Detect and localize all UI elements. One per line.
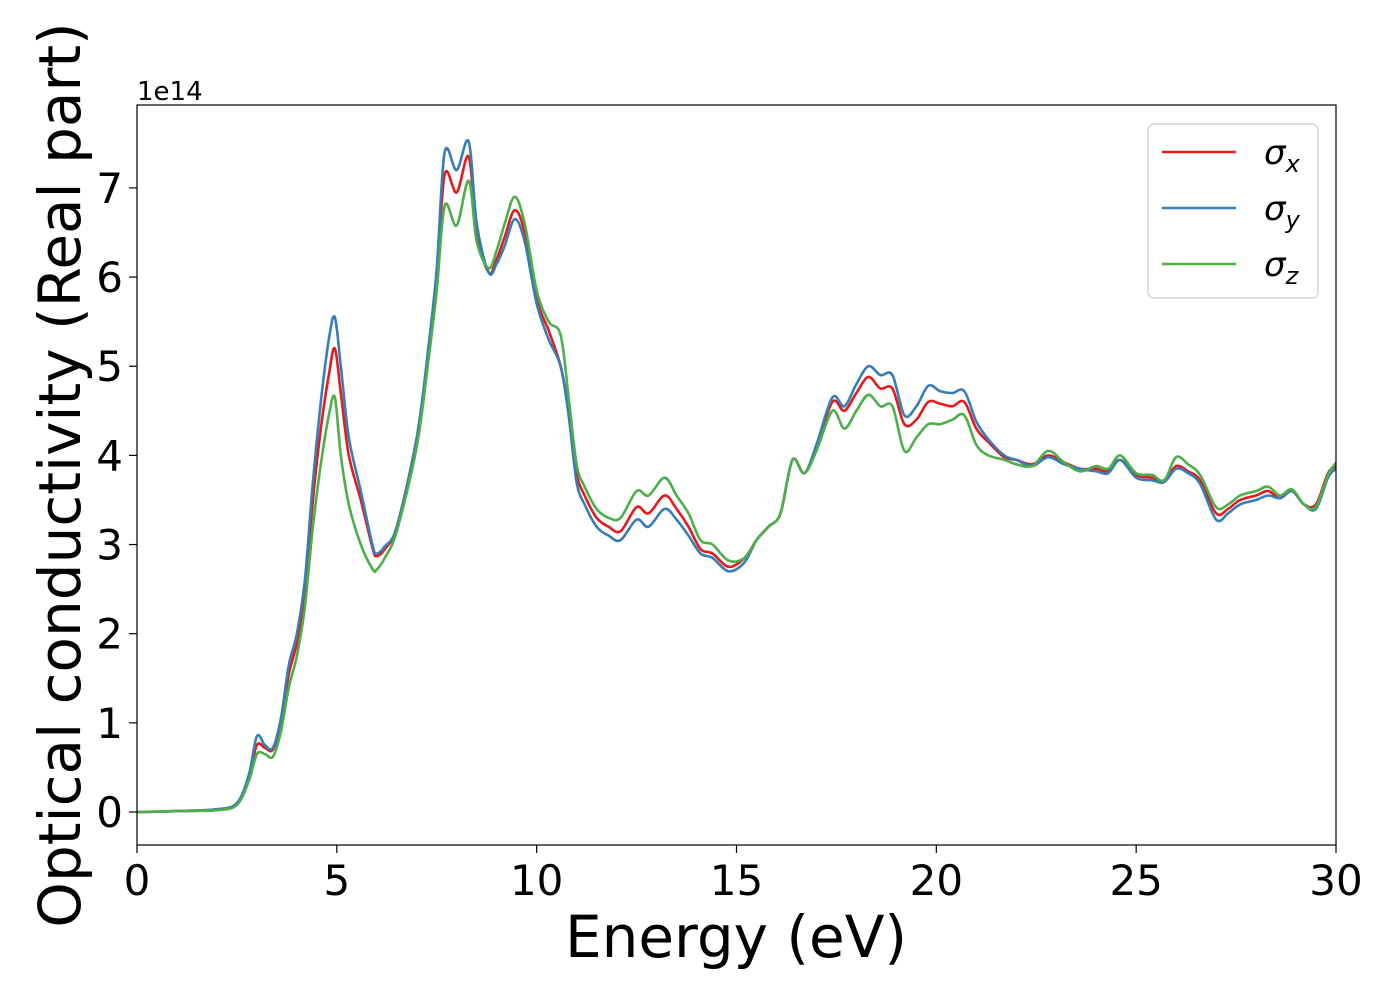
y-tick-label: 0 bbox=[96, 788, 123, 837]
y-tick-label: 4 bbox=[96, 431, 123, 480]
series-layer bbox=[137, 138, 1336, 814]
y-offset-label: 1e14 bbox=[137, 77, 203, 107]
legend-label-x: σx bbox=[1264, 133, 1301, 178]
y-axis-label: Optical conductivity (Real part) bbox=[26, 22, 94, 927]
x-axis-label: Energy (eV) bbox=[565, 903, 907, 971]
x-tick-label: 15 bbox=[710, 856, 763, 905]
x-tick-label: 20 bbox=[910, 856, 963, 905]
y-tick-label: 7 bbox=[96, 164, 123, 213]
y-tick-label: 6 bbox=[96, 253, 123, 302]
y-tick-label: 2 bbox=[96, 610, 123, 659]
x-tick-label: 10 bbox=[510, 856, 563, 905]
x-axis-ticks: 0 5 10 15 20 25 30 bbox=[124, 845, 1363, 905]
series-line-y bbox=[137, 138, 1336, 814]
legend-label-y: σy bbox=[1264, 189, 1301, 234]
y-axis-ticks: 0 1 2 3 4 5 6 7 bbox=[96, 164, 137, 837]
x-tick-label: 25 bbox=[1109, 856, 1162, 905]
legend-entries: σx σy σz bbox=[1162, 133, 1301, 290]
legend-label-z: σz bbox=[1264, 245, 1300, 290]
legend: σx σy σz bbox=[1147, 123, 1319, 299]
y-tick-label: 5 bbox=[96, 342, 123, 391]
y-tick-label: 3 bbox=[96, 521, 123, 570]
x-tick-label: 0 bbox=[124, 856, 151, 905]
x-tick-label: 30 bbox=[1309, 856, 1362, 905]
x-tick-label: 5 bbox=[323, 856, 350, 905]
series-line-z bbox=[137, 179, 1336, 814]
y-tick-label: 1 bbox=[96, 699, 123, 748]
legend-box bbox=[1147, 123, 1319, 299]
